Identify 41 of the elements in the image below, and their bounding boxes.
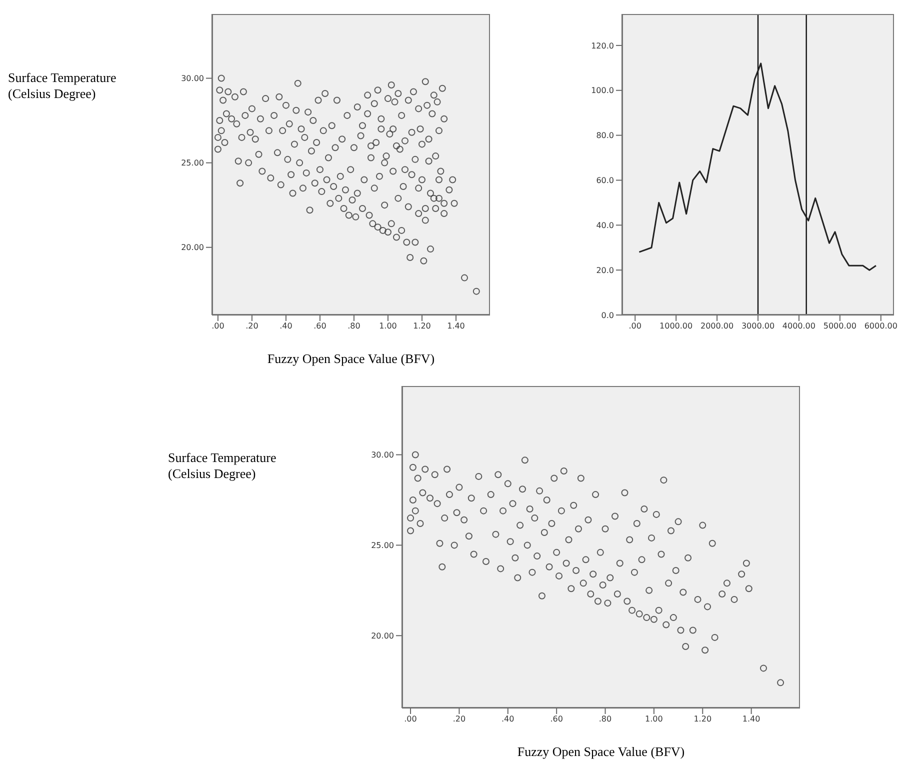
x-tick-label: 4000.00 — [782, 322, 816, 331]
y-tick-label: 20.00 — [181, 243, 204, 252]
y-tick-label: 0.0 — [601, 310, 614, 320]
x-tick-label: .40 — [280, 322, 292, 331]
y-tick-label: 30.00 — [371, 450, 394, 460]
x-tick-label: .00 — [628, 322, 642, 331]
x-axis-title: Fuzzy Open Space Value (BFV) — [516, 744, 686, 760]
y-tick-label: 120.0 — [591, 41, 614, 50]
x-tick-label: .80 — [598, 714, 612, 724]
x-tick-label: .80 — [348, 322, 360, 331]
x-tick-label: 1.20 — [413, 322, 431, 331]
y-tick-label: 25.00 — [371, 541, 394, 550]
y-tick-label: 40.0 — [596, 220, 614, 230]
y-tick-label: 20.00 — [371, 631, 394, 640]
x-tick-label: .20 — [452, 714, 466, 724]
y-tick-label: 25.00 — [181, 158, 204, 168]
y-tick-label: 30.00 — [181, 74, 204, 84]
y-axis-title: Surface Temperature (Celsius Degree) — [168, 450, 278, 482]
x-tick-label: 5000.00 — [823, 322, 856, 331]
x-tick-label: .40 — [502, 714, 514, 724]
x-tick-label: .60 — [314, 322, 326, 331]
y-axis-title: Surface Temperature (Celsius Degree) — [8, 70, 118, 102]
x-tick-label: 1.40 — [742, 714, 760, 724]
x-tick-label: 1000.00 — [660, 322, 693, 331]
x-tick-label: 1.40 — [447, 322, 465, 331]
x-tick-label: .60 — [550, 714, 563, 724]
x-tick-label: 1.00 — [379, 322, 397, 331]
line-series — [638, 62, 877, 271]
y-tick-label: 100.0 — [591, 86, 614, 96]
y-tick-label: 60.0 — [596, 176, 614, 186]
x-axis-title: Fuzzy Open Space Value (BFV) — [266, 351, 436, 367]
x-tick-label: .20 — [246, 322, 258, 331]
x-tick-label: 2000.00 — [700, 322, 734, 331]
y-tick-label: 20.0 — [596, 266, 614, 275]
x-tick-label: 1.20 — [694, 714, 712, 724]
x-tick-label: 1.00 — [645, 714, 663, 724]
x-tick-label: 3000.00 — [741, 322, 775, 331]
x-tick-label: .00 — [212, 322, 224, 331]
x-tick-label: .00 — [404, 714, 417, 724]
x-tick-label: 6000.00 — [864, 322, 898, 331]
y-tick-label: 80.0 — [596, 131, 614, 140]
